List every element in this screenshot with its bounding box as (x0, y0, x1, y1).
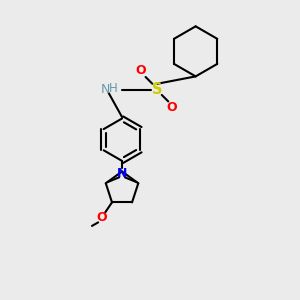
Text: S: S (152, 82, 163, 97)
Text: H: H (109, 82, 118, 95)
Text: N: N (117, 167, 127, 180)
Text: N: N (101, 83, 110, 96)
Text: O: O (96, 211, 107, 224)
Text: O: O (167, 101, 177, 114)
Text: O: O (136, 64, 146, 77)
